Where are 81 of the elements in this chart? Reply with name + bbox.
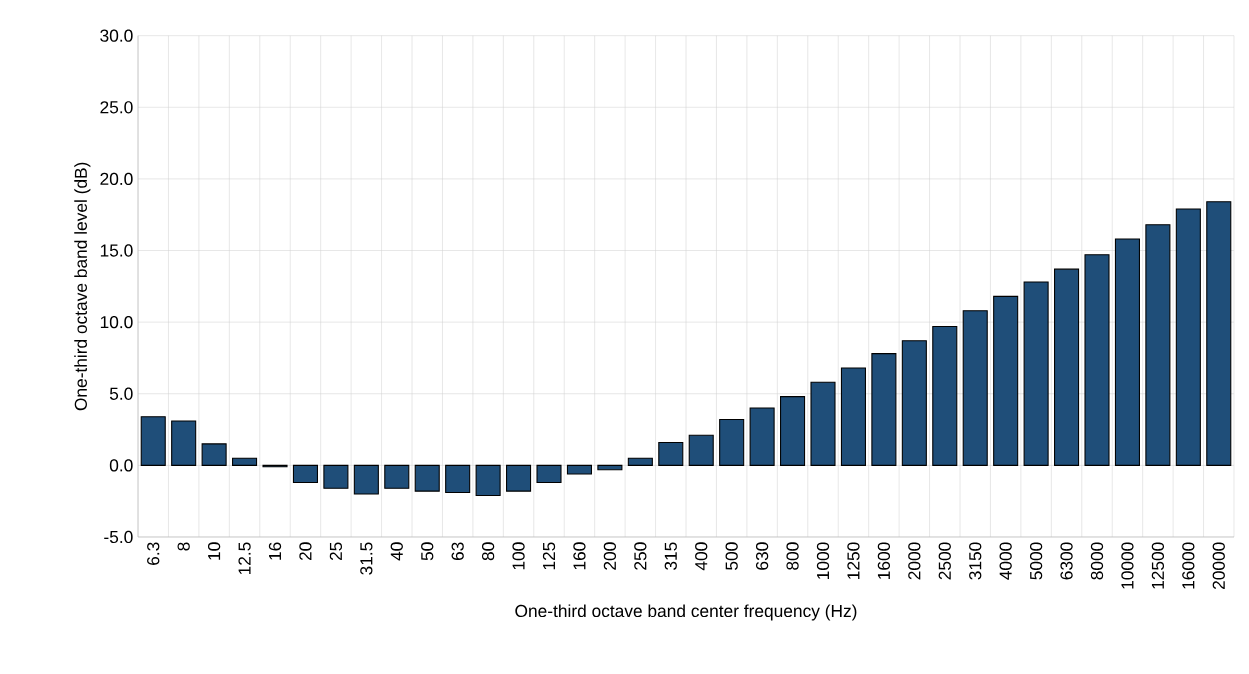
bar (1145, 224, 1171, 466)
x-tick-label: 16 (268, 542, 282, 560)
y-tick-label: 10.0 (100, 315, 133, 329)
x-tick-label: 1250 (847, 542, 860, 579)
x-tick-label: 200 (603, 542, 617, 570)
x-tick-label: 31.5 (360, 542, 373, 575)
bar (292, 464, 318, 484)
y-tick-label: 5.0 (109, 387, 133, 400)
x-tick-label: 4000 (999, 542, 1012, 580)
bar (719, 418, 745, 466)
x-tick-label: 400 (695, 542, 708, 571)
bar (962, 310, 988, 466)
x-tick-label: 6.3 (147, 542, 160, 565)
x-tick-label: 25 (329, 542, 343, 561)
x-tick-label: 50 (421, 542, 434, 561)
x-tick-label: 630 (755, 542, 769, 570)
x-tick-label: 250 (634, 542, 647, 570)
x-tick-label: 100 (512, 542, 525, 570)
x-tick-label: 20 (299, 542, 312, 561)
bar (993, 295, 1019, 466)
x-axis-title: One-third octave band center frequency (Hz) (515, 604, 857, 621)
x-tick-label: 125 (542, 542, 556, 570)
x-tick-label: 10000 (1121, 542, 1134, 589)
x-tick-label: 16000 (1182, 542, 1195, 589)
bar (1206, 201, 1232, 466)
bar (1054, 268, 1080, 466)
y-tick-label: 25.0 (100, 101, 133, 114)
bar (780, 396, 806, 466)
bar (201, 443, 227, 466)
x-tick-label: 5000 (1029, 542, 1043, 580)
x-tick-label: 6300 (1060, 542, 1073, 580)
bar (536, 464, 562, 484)
bar (749, 407, 775, 466)
bar (597, 464, 623, 471)
bar (384, 464, 410, 489)
x-tick-label: 20000 (1212, 542, 1225, 590)
y-axis-title: One-third octave band level (dB) (74, 162, 91, 411)
x-tick-label: 315 (664, 542, 677, 570)
bar (140, 416, 166, 466)
x-tick-label: 800 (786, 542, 799, 570)
bar (1114, 238, 1140, 466)
x-tick-label: 8 (177, 542, 190, 551)
x-tick-label: 1600 (877, 542, 891, 579)
x-tick-label: 500 (725, 542, 738, 570)
bar (1175, 208, 1201, 466)
x-tick-label: 12.5 (238, 542, 251, 575)
bar (627, 457, 653, 466)
bar (232, 457, 258, 466)
x-tick-label: 1000 (816, 542, 830, 579)
bar (566, 464, 592, 475)
y-tick-label: 0.0 (109, 459, 133, 472)
bar (506, 464, 532, 492)
bar (932, 325, 958, 466)
x-tick-label: 63 (451, 542, 464, 561)
y-tick-label: -5.0 (104, 530, 133, 544)
bar (871, 353, 897, 466)
bar (810, 381, 836, 466)
bar (353, 464, 379, 495)
x-tick-label: 3150 (969, 542, 982, 580)
x-tick-label: 40 (390, 542, 403, 561)
bar (445, 464, 471, 494)
bar (414, 464, 440, 492)
bar (688, 434, 714, 466)
bar (901, 340, 927, 466)
x-tick-label: 2500 (938, 542, 951, 580)
bar (1023, 281, 1049, 466)
bar (171, 420, 197, 466)
bar (475, 464, 501, 496)
x-tick-label: 160 (573, 542, 586, 570)
x-tick-label: 80 (481, 542, 495, 561)
bar (658, 441, 684, 466)
bar (323, 464, 349, 489)
y-tick-label: 30.0 (100, 29, 133, 42)
x-tick-label: 12500 (1151, 542, 1165, 589)
x-tick-label: 2000 (908, 542, 921, 580)
x-tick-label: 8000 (1090, 542, 1104, 580)
x-tick-label: 10 (207, 542, 221, 560)
bar (1084, 254, 1110, 466)
y-tick-label: 15.0 (100, 244, 133, 257)
y-tick-label: 20.0 (100, 172, 133, 186)
bar (840, 367, 866, 466)
